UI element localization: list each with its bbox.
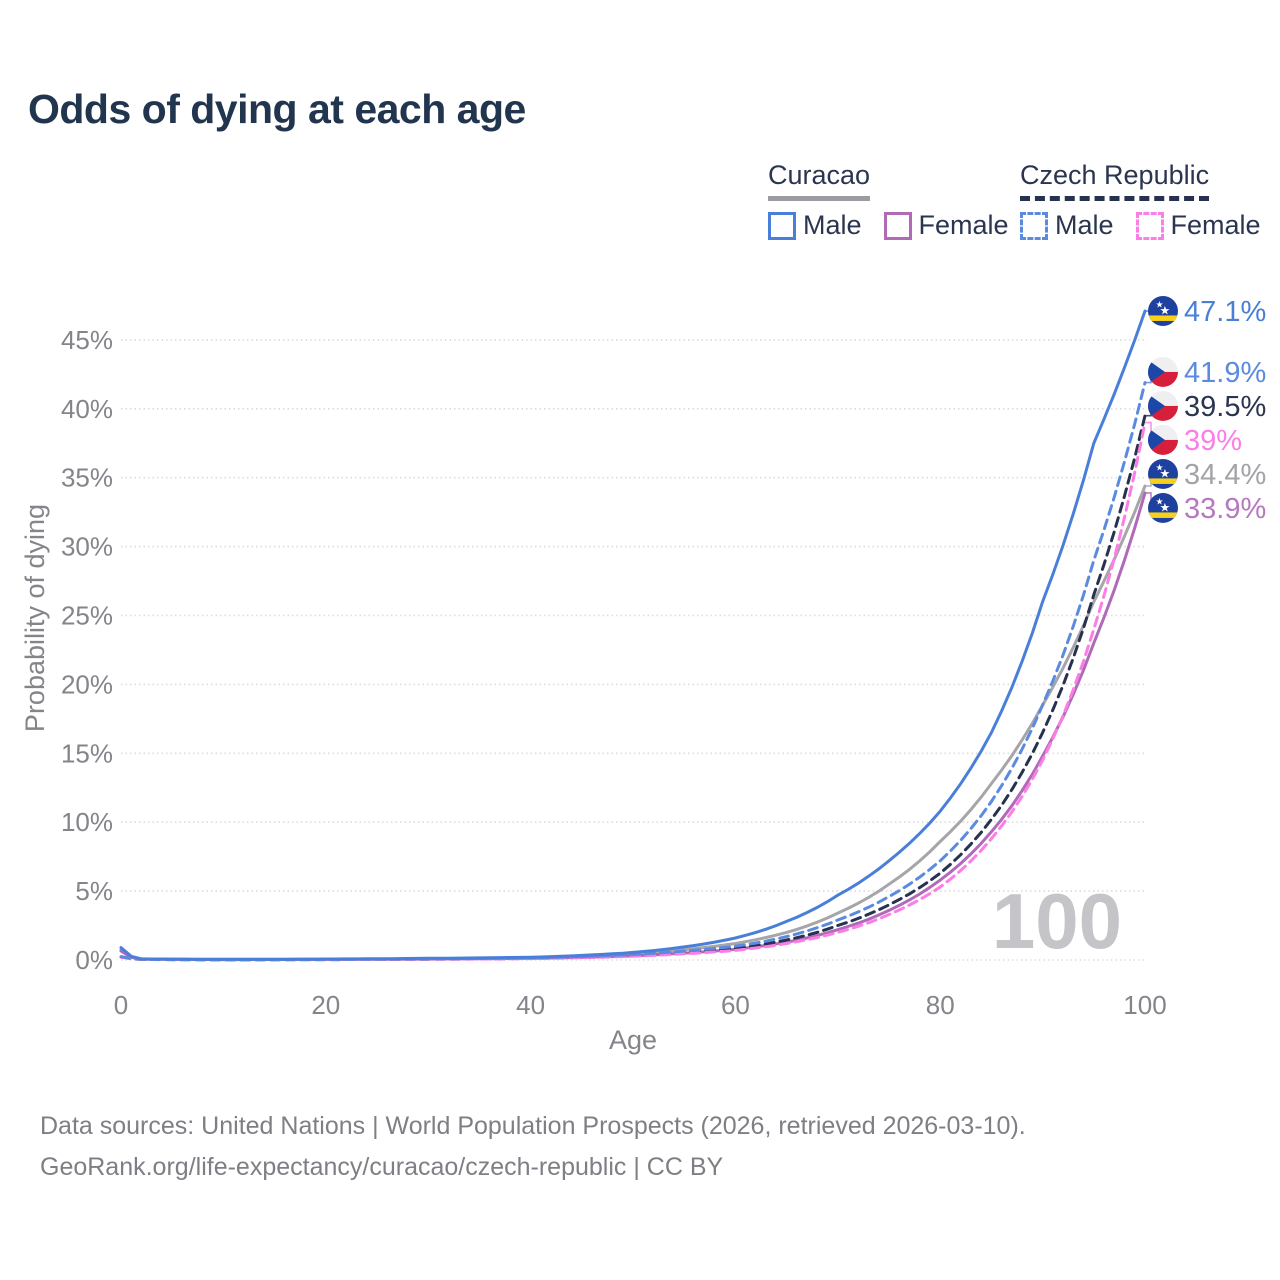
y-tick-label: 20%: [61, 669, 113, 699]
page-title: Odds of dying at each age: [28, 86, 526, 132]
curacao-flag-icon: ★★: [1148, 295, 1178, 326]
legend-item-label: Male: [803, 210, 862, 240]
legend-item-curacao-male[interactable]: Male: [768, 210, 862, 241]
curacao-male-swatch-icon: [768, 211, 796, 240]
y-tick-label: 30%: [61, 532, 113, 562]
x-axis-title: Age: [609, 1025, 657, 1055]
czech-flag-icon: [1148, 390, 1178, 421]
end-value-label-curacao-female: 33.9%: [1184, 493, 1266, 525]
legend-item-czech-male[interactable]: Male: [1020, 210, 1114, 241]
svg-text:★: ★: [1156, 462, 1164, 472]
svg-text:★: ★: [1160, 466, 1171, 480]
legend-item-czech-female[interactable]: Female: [1135, 210, 1261, 241]
czech-flag-icon: [1148, 424, 1178, 455]
data-sources-line: Data sources: United Nations | World Pop…: [40, 1112, 1026, 1140]
legend-country-curacao[interactable]: Curacao: [768, 160, 871, 201]
attribution-line: GeoRank.org/life-expectancy/curacao/czec…: [40, 1153, 724, 1181]
svg-text:★: ★: [1160, 303, 1171, 317]
svg-text:★: ★: [1156, 299, 1164, 309]
y-tick-label: 10%: [61, 807, 113, 837]
y-tick-label: 15%: [61, 738, 113, 768]
legend-item-label: Female: [1170, 210, 1261, 240]
series-line-curacao-male[interactable]: [119, 309, 1147, 961]
legend-group-czech-republic: Czech Republic Male Female: [1020, 160, 1261, 241]
czech-male-swatch-icon: [1020, 211, 1048, 240]
legend: Curacao Male Female Czech Republic Male …: [0, 160, 1280, 250]
legend-country-czech-republic[interactable]: Czech Republic: [1020, 160, 1210, 201]
y-tick-label: 25%: [61, 601, 113, 631]
end-value-label-czech-female: 39%: [1184, 425, 1242, 457]
y-tick-label: 0%: [75, 945, 113, 975]
curacao-female-swatch-icon: [883, 211, 912, 240]
age-cursor-watermark: 100: [992, 877, 1122, 965]
y-tick-label: 40%: [61, 394, 113, 424]
series-line-czech-male[interactable]: [119, 381, 1147, 962]
curacao-flag-icon: ★★: [1148, 492, 1178, 523]
chart-footer: Data sources: United Nations | World Pop…: [40, 1106, 1026, 1188]
legend-item-label: Female: [918, 210, 1009, 240]
gridlines: [121, 339, 1145, 961]
end-value-label-curacao-total: 34.4%: [1184, 459, 1266, 491]
svg-text:★: ★: [1156, 496, 1164, 506]
czech-flag-icon: [1148, 356, 1178, 387]
x-tick-label: 20: [311, 990, 340, 1020]
czech-female-swatch-icon: [1135, 211, 1164, 240]
curacao-flag-icon: ★★: [1148, 458, 1178, 489]
y-tick-label: 45%: [61, 325, 113, 355]
end-value-label-czech-male: 41.9%: [1184, 357, 1266, 389]
x-tick-label: 40: [516, 990, 545, 1020]
end-value-label-czech-total: 39.5%: [1184, 391, 1266, 423]
x-tick-label: 100: [1123, 990, 1166, 1020]
x-tick-label: 0: [114, 990, 128, 1020]
y-tick-label: 35%: [61, 463, 113, 493]
legend-item-label: Male: [1055, 210, 1114, 240]
x-tick-label: 60: [721, 990, 750, 1020]
end-value-label-curacao-male: 47.1%: [1184, 296, 1266, 328]
legend-group-curacao: Curacao Male Female: [768, 160, 1009, 241]
y-tick-label: 5%: [75, 876, 113, 906]
y-axis-title: Probability of dying: [20, 504, 50, 732]
svg-text:★: ★: [1160, 500, 1171, 514]
legend-item-curacao-female[interactable]: Female: [883, 210, 1009, 241]
x-tick-label: 80: [926, 990, 955, 1020]
axis-labels: 0% 5% 10% 15% 20% 25% 30% 35% 40% 45% 0 20 40 60 80 100…: [20, 325, 1167, 1055]
